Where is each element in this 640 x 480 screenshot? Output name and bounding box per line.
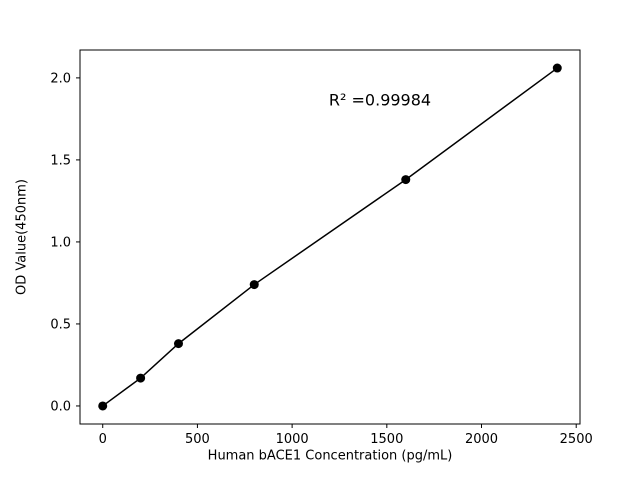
x-tick-label: 1000 (276, 432, 309, 447)
data-point-marker (136, 373, 146, 383)
y-tick-label: 0.0 (50, 399, 71, 414)
data-point-marker (98, 401, 108, 411)
data-point-marker (249, 280, 259, 290)
x-tick-label: 0 (99, 432, 107, 447)
x-tick-label: 2000 (465, 432, 498, 447)
y-tick-label: 0.5 (50, 317, 71, 332)
fit-line (102, 67, 558, 407)
x-tick-label: 2500 (560, 432, 593, 447)
y-tick-label: 1.5 (50, 153, 71, 168)
data-point-marker (401, 175, 411, 185)
x-tick-label: 1500 (370, 432, 403, 447)
r-squared-annotation: R² =0.99984 (328, 90, 432, 110)
data-point-marker (173, 339, 183, 349)
y-tick-label: 2.0 (50, 71, 71, 86)
axes-frame (79, 49, 581, 425)
data-point-marker (552, 63, 562, 73)
y-axis-label: OD Value(450nm) (14, 179, 30, 295)
x-tick-label: 500 (185, 432, 210, 447)
y-tick-label: 1.0 (50, 235, 71, 250)
x-axis-label: Human bACE1 Concentration (pg/mL) (207, 448, 453, 464)
